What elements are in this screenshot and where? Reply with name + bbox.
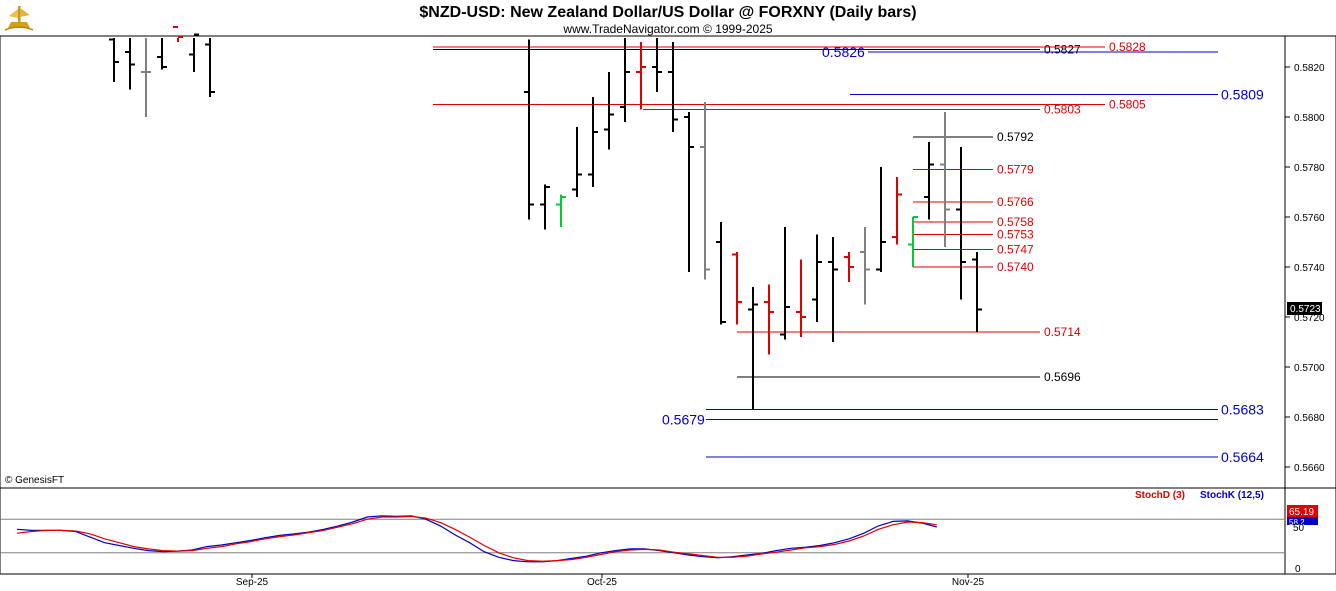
chart-subtitle: www.TradeNavigator.com © 1999-2025 (562, 22, 772, 36)
ohlc-bar (940, 112, 950, 247)
last-price-badge (1287, 302, 1322, 315)
level-label: 0.5679 (662, 412, 705, 428)
level-label: 0.5827 (1044, 43, 1081, 57)
level-label: 0.5740 (997, 260, 1034, 274)
ohlc-bar (892, 177, 902, 245)
ohlc-bar (844, 252, 854, 282)
stoch-axis-panel (1284, 487, 1336, 575)
date-axis: Sep-25 Oct-25 Nov-25 (236, 574, 985, 588)
stoch-k-legend: StochK (12,5) (1200, 490, 1264, 501)
ohlc-bar (588, 97, 598, 187)
tradenavigator-logo-icon (3, 3, 35, 33)
ohlc-bar (652, 38, 662, 92)
ohlc-bar (636, 42, 646, 110)
ohlc-bar (556, 194, 566, 227)
level-label: 0.5809 (1221, 87, 1264, 103)
stoch-tick-0: 0 (1295, 564, 1301, 575)
level-label: 0.5803 (1044, 103, 1081, 117)
price-tick-label: 0.5780 (1294, 163, 1325, 174)
date-tick-label: Oct-25 (587, 577, 617, 588)
level-label: 0.5664 (1221, 449, 1264, 465)
stoch-d-badge (1287, 505, 1318, 518)
ohlc-bar (732, 252, 742, 325)
level-label: 0.5828 (1109, 40, 1146, 54)
last-price-label: 0.5723 (1290, 304, 1321, 315)
ohlc-bar (572, 127, 582, 197)
level-label: 0.5792 (997, 130, 1034, 144)
ohlc-bar (109, 38, 119, 82)
stoch-k-last: 58.2 (1289, 518, 1305, 527)
price-tick-label: 0.5680 (1294, 413, 1325, 424)
level-label: 0.5714 (1044, 325, 1081, 339)
level-label: 0.5766 (997, 195, 1034, 209)
ohlc-bar (716, 222, 726, 325)
price-tick-label: 0.5660 (1294, 463, 1325, 474)
ohlc-bar (796, 259, 806, 337)
level-label: 0.5683 (1221, 402, 1264, 418)
level-label: 0.5779 (997, 163, 1034, 177)
ohlc-bar (540, 184, 550, 230)
stochastic-oscillator (0, 515, 1285, 563)
ohlc-bar (700, 102, 710, 280)
level-label: 0.5696 (1044, 370, 1081, 384)
ohlc-bar (956, 147, 966, 300)
stoch-d-last: 65.19 (1289, 507, 1314, 518)
stoch-panel (0, 487, 1286, 575)
ohlc-bar (812, 234, 822, 322)
price-tick-label: 0.5760 (1294, 213, 1325, 224)
ohlc-bars (109, 26, 982, 410)
ohlc-bar (189, 33, 199, 72)
ohlc-bar (668, 42, 678, 132)
ohlc-bar (908, 216, 918, 267)
ohlc-bar (780, 227, 790, 340)
stoch-tick-50: 50 (1293, 523, 1305, 534)
ohlc-bar (972, 252, 982, 332)
ohlc-bar (764, 284, 774, 355)
ohlc-bar (125, 38, 135, 90)
price-panel (0, 35, 1286, 489)
price-levels: 0.5827 0.5828 0.5826 0.5809 0.5805 0.5803 0.57… (433, 40, 1264, 465)
ohlc-bar (924, 142, 934, 220)
level-label: 0.5758 (997, 215, 1034, 229)
ohlc-bar (748, 287, 758, 410)
price-tick-label: 0.5740 (1294, 263, 1325, 274)
ohlc-bar (620, 38, 630, 122)
price-axis-ticks: 0.58200.58000.57800.57600.57400.57200.57… (1285, 63, 1325, 474)
ohlc-bar (157, 38, 167, 70)
price-tick-label: 0.5820 (1294, 63, 1325, 74)
copyright-label: © GenesisFT (5, 475, 64, 486)
ohlc-bar (684, 112, 694, 272)
ohlc-bar (876, 167, 886, 272)
date-tick-label: Nov-25 (952, 577, 985, 588)
ohlc-bar (205, 38, 215, 97)
chart-title: $NZD-USD: New Zealand Dollar/US Dollar @… (419, 4, 916, 21)
price-tick-label: 0.5700 (1294, 363, 1325, 374)
ohlc-bar (860, 227, 870, 305)
ohlc-bar (828, 237, 838, 342)
level-label: 0.5747 (997, 243, 1034, 257)
price-axis-panel (1284, 35, 1336, 489)
stoch-d-line (16, 515, 937, 562)
stoch-d-legend: StochD (3) (1135, 490, 1185, 501)
ohlc-bar (524, 39, 534, 220)
ohlc-bar (173, 26, 183, 42)
level-label: 0.5753 (997, 228, 1034, 242)
ohlc-bar (141, 38, 151, 117)
price-tick-label: 0.5720 (1294, 313, 1325, 324)
ohlc-bar (604, 72, 614, 150)
level-label: 0.5826 (822, 44, 865, 60)
stoch-k-badge (1287, 517, 1318, 525)
date-tick-label: Sep-25 (236, 577, 269, 588)
level-label: 0.5805 (1109, 98, 1146, 112)
price-tick-label: 0.5800 (1294, 113, 1325, 124)
